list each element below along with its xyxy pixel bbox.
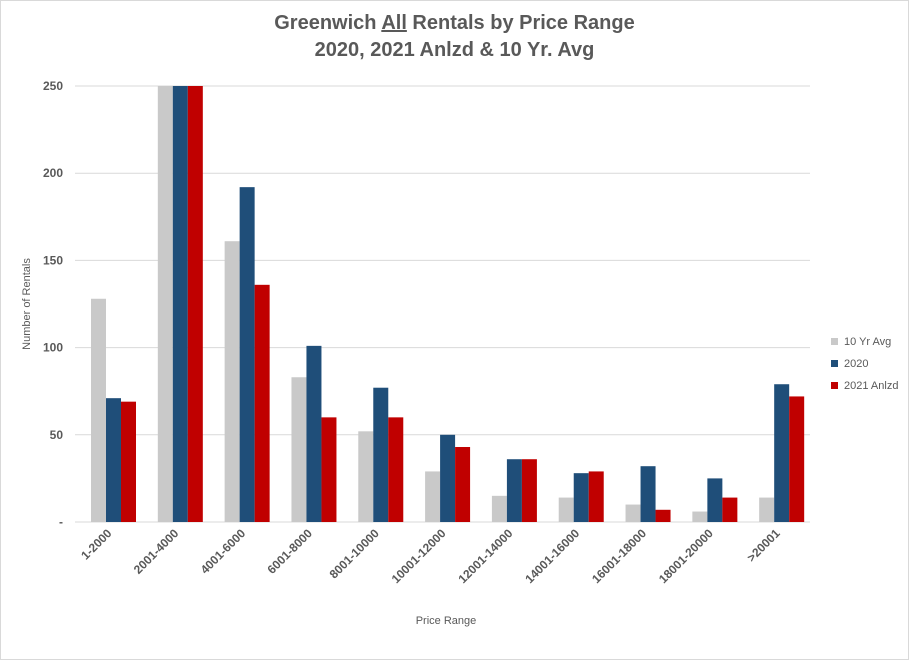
bar xyxy=(91,298,106,522)
legend: 10 Yr Avg 2020 2021 Anlzd xyxy=(831,336,898,392)
x-tick-label: 8001-10000 xyxy=(327,526,382,581)
bar xyxy=(157,86,173,522)
bar xyxy=(425,471,441,522)
legend-swatch xyxy=(831,360,838,367)
x-tick-label: 1-2000 xyxy=(78,526,115,563)
title-part-post: Rentals by Price Range xyxy=(406,12,635,34)
y-tick-label: - xyxy=(59,515,63,529)
bar xyxy=(388,417,404,522)
bar xyxy=(239,187,255,523)
bar xyxy=(521,459,537,522)
bar xyxy=(588,471,604,522)
legend-label: 10 Yr Avg xyxy=(844,336,891,348)
x-tick-label: 10001-12000 xyxy=(389,526,449,586)
bar xyxy=(558,497,574,522)
bar xyxy=(121,401,136,522)
legend-label: 2020 xyxy=(844,358,868,370)
bar xyxy=(172,86,188,522)
bar xyxy=(722,497,738,522)
bar xyxy=(692,511,708,522)
bar xyxy=(455,447,471,522)
title-part-pre: Greenwich xyxy=(274,12,382,34)
y-axis-label: Number of Rentals xyxy=(21,258,33,350)
bar xyxy=(640,466,656,522)
bar xyxy=(224,241,240,522)
x-tick-label: 6001-8000 xyxy=(265,526,316,577)
bar xyxy=(373,387,389,522)
legend-swatch xyxy=(831,338,838,345)
chart-title-line-2: 2020, 2021 Anlzd & 10 Yr. Avg xyxy=(314,39,595,61)
y-tick-label: 150 xyxy=(43,253,63,267)
bar xyxy=(321,417,337,522)
title-part-underlined: All xyxy=(381,12,407,34)
bar xyxy=(187,86,203,522)
bar xyxy=(789,396,805,522)
y-axis-ticks: - 50 100 150 200 250 xyxy=(43,79,63,529)
y-tick-label: 200 xyxy=(43,166,63,180)
y-tick-label: 100 xyxy=(43,341,63,355)
bar xyxy=(774,384,790,522)
bar xyxy=(254,284,270,522)
bar xyxy=(625,504,641,522)
bar xyxy=(440,434,456,522)
bar xyxy=(573,473,589,522)
bar xyxy=(358,431,374,522)
x-tick-label: 18001-20000 xyxy=(656,526,716,586)
x-tick-label: 2001-4000 xyxy=(131,526,182,577)
x-tick-label: >20001 xyxy=(744,526,783,565)
bar xyxy=(707,478,723,522)
bar xyxy=(491,495,507,522)
bar xyxy=(291,377,307,522)
x-tick-label: 12001-14000 xyxy=(456,526,516,586)
bar xyxy=(506,459,522,522)
legend-swatch xyxy=(831,382,838,389)
bars xyxy=(91,86,805,523)
chart-title-line-1: Greenwich All Rentals by Price Range xyxy=(0,10,909,37)
y-tick-label: 50 xyxy=(50,428,64,442)
x-tick-label: 16001-18000 xyxy=(589,526,649,586)
bar xyxy=(655,509,671,522)
legend-label: 2021 Anlzd xyxy=(844,380,898,392)
x-axis-label: Price Range xyxy=(416,615,477,627)
x-tick-label: 4001-6000 xyxy=(198,526,249,577)
bar xyxy=(306,345,322,522)
bar xyxy=(106,398,121,522)
bar xyxy=(759,497,775,522)
x-tick-label: 14001-16000 xyxy=(522,526,582,586)
x-axis-ticks: 1-2000 2001-4000 4001-6000 6001-8000 8001-10… xyxy=(78,526,783,586)
chart-title: Greenwich All Rentals by Price Range 202… xyxy=(0,10,909,64)
y-tick-label: 250 xyxy=(43,79,63,93)
